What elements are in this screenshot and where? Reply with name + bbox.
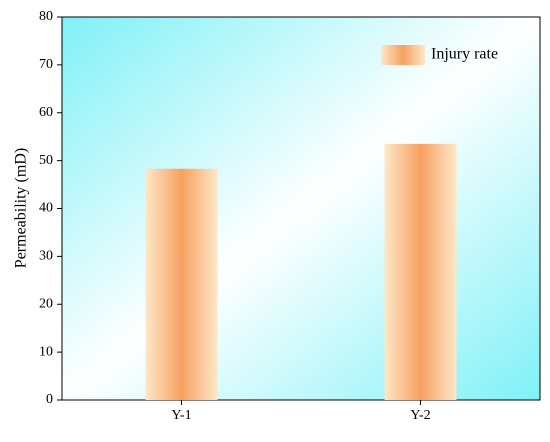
y-tick-label: 70 xyxy=(39,57,53,72)
y-tick-label: 40 xyxy=(39,201,53,216)
y-tick-label: 10 xyxy=(39,344,53,359)
y-tick-label: 0 xyxy=(46,392,53,407)
y-tick-label: 60 xyxy=(39,105,53,120)
plot-area xyxy=(61,16,541,401)
legend-label: Injury rate xyxy=(431,46,498,63)
legend-swatch xyxy=(381,45,425,65)
y-tick-label: 30 xyxy=(39,249,53,264)
bar xyxy=(384,143,457,400)
y-tick-label: 20 xyxy=(39,296,53,311)
bar xyxy=(145,168,218,400)
y-axis-label: Permeability (mD) xyxy=(13,148,30,268)
y-tick-label: 80 xyxy=(39,9,53,24)
x-tick-label: Y-2 xyxy=(410,408,430,423)
x-tick-label: Y-1 xyxy=(171,408,191,423)
y-tick-label: 50 xyxy=(39,153,53,168)
